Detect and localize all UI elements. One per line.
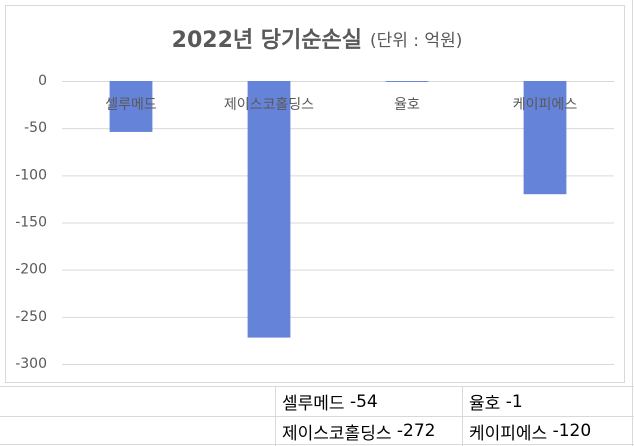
chart-heading: 2022년 당기순손실 (단위 : 억원) — [172, 28, 463, 53]
chart-subtitle: (단위 : 억원) — [370, 31, 462, 51]
y-tick-label: -250 — [15, 309, 47, 325]
bar — [385, 81, 429, 82]
chart-title: 2022년 당기순손실 — [172, 28, 362, 53]
cell-value: -272 — [396, 421, 436, 441]
y-tick-label: 0 — [38, 73, 47, 89]
cell-name: 케이피에스 — [469, 423, 548, 444]
x-tick-label: 제이스코홀딩스 — [224, 97, 314, 113]
cell-name: 셀루메드 — [282, 394, 345, 414]
cell-value: -120 — [552, 421, 592, 441]
bar — [523, 81, 567, 195]
y-tick-label: -300 — [15, 356, 47, 372]
cell-name: 율호 — [469, 394, 501, 414]
cell-name: 제이스코홀딩스 — [282, 423, 392, 444]
y-tick-label: -200 — [15, 262, 47, 278]
table-cell: 셀루메드 -54 — [276, 387, 462, 416]
cell-value: -54 — [349, 391, 378, 412]
y-tick-label: -50 — [24, 120, 47, 136]
bar — [109, 81, 153, 132]
y-tick-label: -150 — [15, 215, 47, 231]
bar — [247, 81, 291, 338]
x-tick-label: 셀루메드 — [105, 97, 157, 113]
cell-value: -1 — [505, 391, 523, 412]
table-cell: 율호 -1 — [463, 387, 632, 416]
x-tick-label: 율호 — [394, 97, 420, 113]
table-cell: 제이스코홀딩스 -272 — [276, 417, 462, 445]
x-tick-label: 케이피에스 — [513, 97, 578, 113]
y-tick-label: -100 — [15, 167, 47, 183]
chart-area — [5, 5, 625, 383]
table-cell: 케이피에스 -120 — [463, 417, 632, 445]
